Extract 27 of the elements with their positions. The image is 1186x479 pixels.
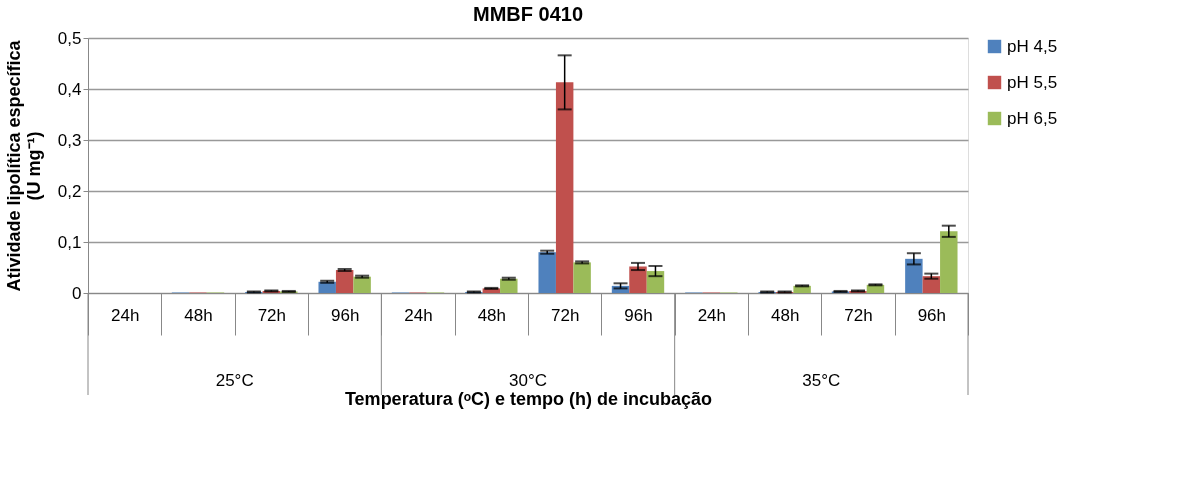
x-tick-label: 96h — [330, 305, 360, 325]
legend-label: pH 6,5 — [1007, 108, 1058, 128]
x-tick-label: 96h — [917, 305, 947, 325]
chart-title: MMBF 0410 — [472, 3, 584, 25]
y-tick-label: 0,4 — [57, 79, 82, 99]
x-tick-label: 48h — [184, 305, 213, 325]
legend-label: pH 5,5 — [1007, 72, 1058, 92]
text: 30°C — [509, 371, 547, 390]
x-tick-label: 96h — [624, 305, 653, 325]
x-tick-label: 72h — [257, 305, 287, 325]
y-axis-title: Atividade lipolítica específica (U mg⁻¹) — [3, 39, 44, 292]
y-tick-label: 0 — [72, 283, 82, 303]
x-tick-label: 24h — [697, 305, 727, 325]
legend-label: pH 4,5 — [1007, 36, 1058, 56]
x-tick-label: 48h — [477, 305, 507, 325]
x-tick-label: 72h — [550, 305, 580, 325]
x-tick-label: 48h — [770, 305, 800, 325]
y-tick-label: 0,1 — [57, 232, 82, 252]
x-axis-title: Temperatura (ᵒC) e tempo (h) de incubação — [344, 389, 713, 409]
x-tick-label: 24h — [110, 305, 140, 325]
x-tick-label: 72h — [844, 305, 873, 325]
text: 35°C — [802, 371, 841, 390]
y-tick-label: 0,3 — [57, 130, 82, 150]
y-tick-label: 0,5 — [57, 28, 82, 48]
text: 25°C — [215, 371, 254, 390]
y-tick-label: 0,2 — [57, 181, 82, 201]
x-tick-label: 24h — [404, 305, 433, 325]
